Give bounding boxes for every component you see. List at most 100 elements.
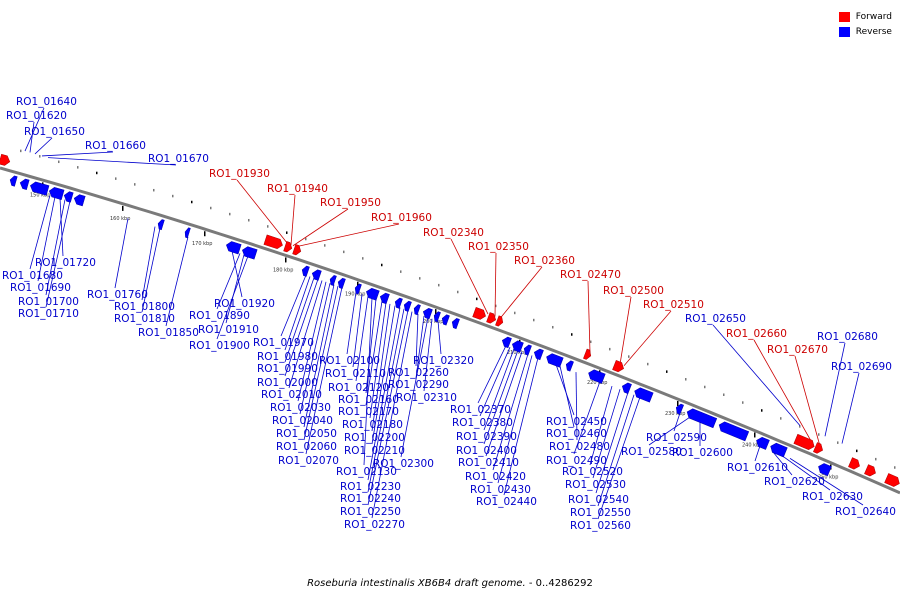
axis-tick	[818, 433, 820, 436]
leader-line	[754, 445, 761, 462]
reverse-gene	[756, 436, 770, 450]
gene-label: RO1_02310	[396, 392, 457, 404]
forward-gene	[472, 307, 486, 320]
leader-line	[587, 280, 591, 353]
gene-label: RO1_01940	[267, 183, 328, 195]
reverse-gene	[184, 227, 191, 239]
axis-tick	[286, 231, 288, 234]
forward-gene	[864, 464, 876, 477]
kbp-tick-label: 230 kbp	[665, 411, 685, 417]
forward-gene	[486, 312, 497, 324]
gene-label: RO1_02390	[456, 431, 517, 443]
gene-label: RO1_01920	[214, 298, 275, 310]
gene-label: RO1_01850	[138, 327, 199, 339]
leader-line	[365, 298, 377, 394]
leader-line	[225, 254, 245, 324]
kbp-tick-label: 160 kbp	[110, 216, 130, 222]
leader-line	[479, 347, 511, 417]
gene-features	[0, 153, 900, 487]
leader-line	[483, 350, 519, 445]
kbp-tick-label: 170 kbp	[192, 241, 212, 247]
gene-label: RO1_01950	[320, 197, 381, 209]
reverse-gene	[242, 246, 258, 260]
reverse-gene	[9, 175, 18, 187]
forward-gene	[495, 315, 504, 327]
gene-label: RO1_01890	[189, 310, 250, 322]
axis-tick	[552, 325, 554, 329]
reverse-gene	[329, 275, 337, 286]
gene-label: RO1_02250	[340, 506, 401, 518]
gene-label: RO1_02040	[272, 415, 333, 427]
leader-line	[648, 416, 691, 446]
kbp-tick	[754, 432, 756, 438]
reverse-gene	[366, 287, 380, 301]
reverse-gene	[523, 344, 532, 356]
leader-line	[303, 285, 339, 441]
leader-line	[415, 315, 425, 379]
leader-line	[24, 107, 45, 152]
reverse-gene	[48, 187, 65, 201]
axis-tick	[153, 188, 155, 192]
forward-gene	[263, 234, 283, 250]
kbp-tick	[204, 231, 206, 237]
gene-label: RO1_02030	[270, 402, 331, 414]
axis-tick	[742, 401, 744, 404]
axis-tick	[856, 449, 858, 453]
leader-line	[292, 208, 349, 247]
axis-tick	[305, 237, 307, 241]
leader-line	[29, 195, 51, 270]
leader-line	[290, 194, 296, 246]
gene-label: RO1_02410	[458, 457, 519, 469]
reverse-gene	[354, 283, 362, 295]
axis-tick	[381, 263, 383, 267]
leader-line	[34, 137, 53, 155]
forward-gene	[612, 360, 624, 373]
leader-line	[623, 310, 672, 367]
leader-line	[450, 238, 489, 315]
gene-label: RO1_02440	[476, 496, 537, 508]
gene-label: RO1_02270	[344, 519, 405, 531]
axis-tick	[780, 417, 782, 420]
reverse-gene	[19, 178, 30, 190]
leader-line	[753, 339, 813, 443]
axis-tick	[39, 155, 41, 158]
gene-label: RO1_02460	[546, 428, 607, 440]
gene-label: RO1_01670	[148, 153, 209, 165]
axis-tick	[438, 283, 440, 287]
gene-label: RO1_02620	[764, 476, 825, 488]
leader-line	[231, 250, 243, 298]
gene-label: RO1_02520	[562, 466, 623, 478]
gene-label: RO1_02490	[546, 455, 607, 467]
reverse-gene	[770, 442, 788, 458]
gene-label: RO1_02630	[802, 491, 863, 503]
gene-label: RO1_01680	[2, 270, 63, 282]
legend-forward[interactable]: Forward	[838, 9, 892, 24]
leader-line	[346, 292, 357, 355]
gene-label: RO1_01620	[6, 110, 67, 122]
kbp-tick-label: 240 kbp	[742, 442, 762, 448]
legend-reverse[interactable]: Reverse	[838, 24, 892, 39]
leader-line	[288, 280, 323, 389]
reverse-gene	[512, 340, 524, 353]
leader-line	[771, 450, 793, 476]
axis-tick	[267, 225, 269, 228]
reverse-gene	[337, 277, 346, 289]
axis-tick	[77, 166, 79, 169]
gene-label: RO1_01990	[257, 363, 318, 375]
gene-label: RO1_02500	[603, 285, 664, 297]
axis-tick	[685, 378, 687, 381]
kbp-tick-label: 250 kbp	[818, 475, 838, 481]
gene-label: RO1_02230	[340, 481, 401, 493]
axis-tick	[248, 218, 250, 222]
gene-label: RO1_02380	[452, 417, 513, 429]
leader-line	[369, 302, 387, 419]
gene-labels: RO1_01930 RO1_01940 RO1_01950 RO1_01960 RO1_…	[2, 96, 896, 532]
forward-gene	[0, 153, 11, 166]
leader-line	[423, 318, 433, 392]
leader-line	[779, 453, 831, 491]
reverse-gene	[818, 463, 832, 477]
reverse-gene	[588, 369, 606, 384]
gene-label: RO1_02010	[261, 389, 322, 401]
gene-label: RO1_02370	[450, 404, 511, 416]
reverse-gene	[533, 348, 544, 361]
